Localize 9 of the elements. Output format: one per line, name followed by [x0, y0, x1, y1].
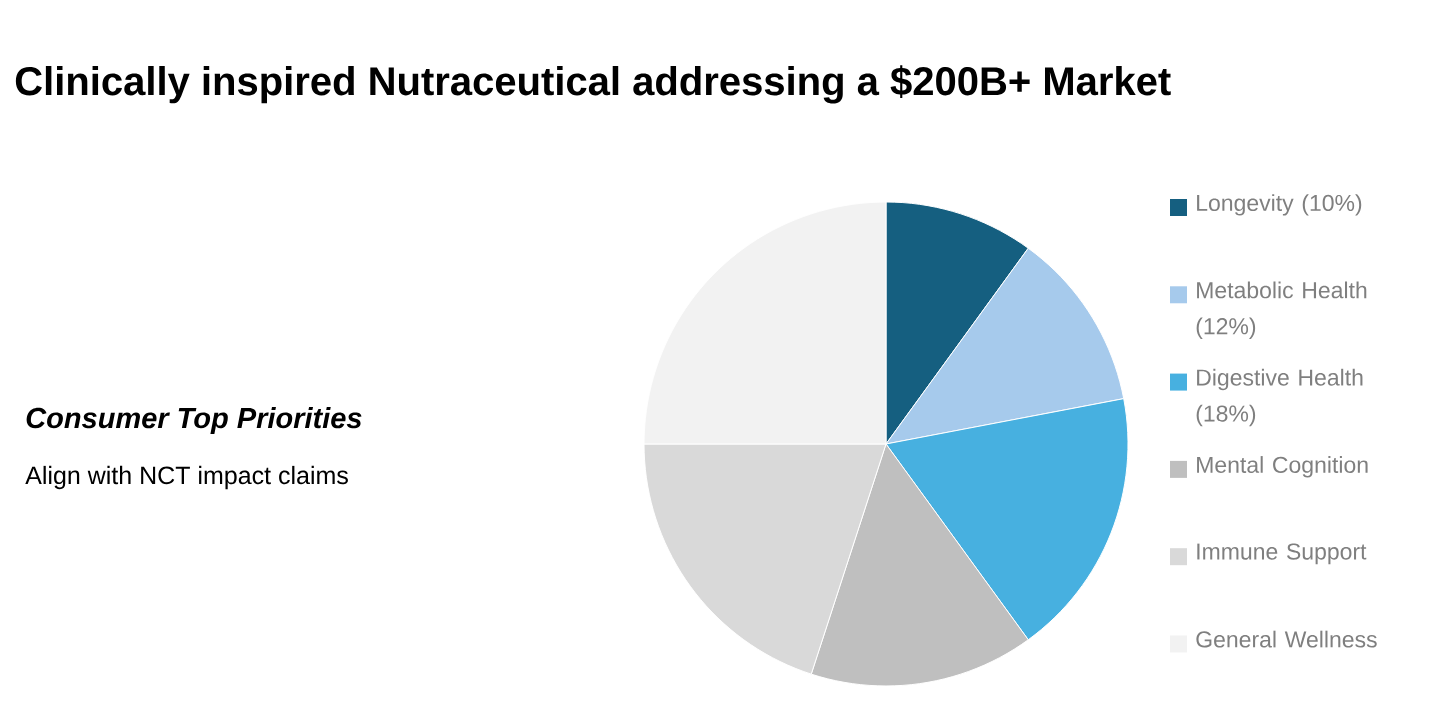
legend-label: Digestive Health (18%): [1196, 368, 1363, 427]
legend-label: General Wellness: [1196, 630, 1377, 648]
text: Consumer Top Priorities: [26, 406, 362, 435]
legend-label: Metabolic Health (12%): [1196, 281, 1367, 339]
legend-label: Longevity (10%): [1197, 194, 1362, 216]
legend-label: Immune Support: [1197, 543, 1367, 565]
text: Align with NCT impact claims: [25, 465, 348, 490]
chart-title: Clinically inspired Nutraceutical addressing a $200B+ Market: [15, 65, 1171, 104]
legend-label: Mental Cognition: [1197, 456, 1368, 478]
